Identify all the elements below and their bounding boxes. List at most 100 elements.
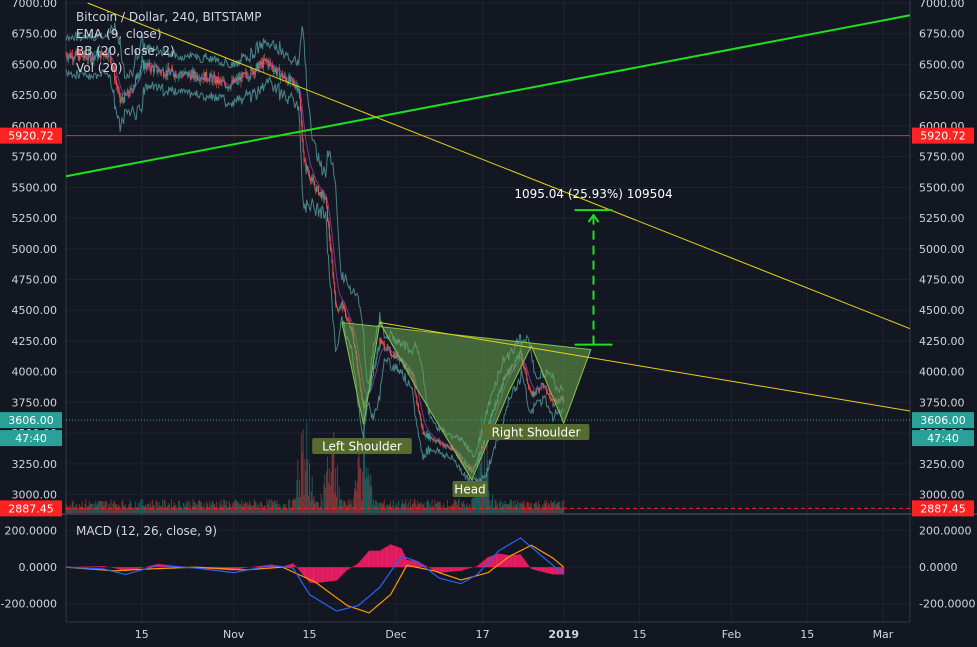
left-axis-tick: 7000.00 [12, 0, 58, 10]
histogram-bar [528, 565, 530, 568]
volume-bar [199, 501, 201, 513]
candle-body [539, 387, 541, 389]
volume-bar [163, 499, 165, 513]
volume-bar [435, 503, 437, 513]
histogram-bar [134, 567, 136, 570]
volume-bar [462, 503, 464, 513]
histogram-bar [105, 566, 107, 568]
volume-bar [109, 507, 111, 513]
candle-body [540, 383, 542, 388]
volume-bar [247, 505, 249, 513]
histogram-bar [556, 567, 558, 575]
candle-body [140, 66, 142, 71]
candle-body [301, 123, 303, 142]
histogram-bar [112, 567, 114, 568]
candle-body [253, 71, 255, 75]
volume-bar [180, 507, 182, 513]
volume-bar [106, 501, 108, 513]
candle-body [280, 75, 282, 79]
candle-body [111, 64, 113, 67]
histogram-bar [406, 559, 408, 568]
histogram-bar [530, 567, 532, 569]
candle-body [276, 71, 278, 74]
candle-body [116, 85, 118, 90]
volume-bar [493, 507, 495, 513]
volume-bar [317, 501, 319, 513]
histogram-bar [140, 567, 142, 568]
histogram-bar [493, 554, 495, 568]
volume-bar [154, 508, 156, 513]
volume-bar [482, 481, 484, 513]
histogram-bar [526, 562, 528, 568]
volume-bar [158, 501, 160, 513]
volume-bar [134, 501, 136, 513]
candle-body [126, 90, 128, 96]
candle-body [266, 59, 268, 61]
candle-body [168, 67, 170, 72]
volume-bar [375, 500, 377, 513]
histogram-bar [554, 567, 556, 575]
volume-bar [558, 501, 560, 513]
volume-bar [372, 499, 374, 513]
histogram-bar [132, 567, 134, 570]
histogram-bar [454, 567, 456, 572]
volume-bar [192, 499, 194, 513]
macd-title: MACD (12, 26, close, 9) [76, 524, 218, 538]
histogram-bar [547, 567, 549, 574]
volume-bar [345, 502, 347, 513]
volume-bar [396, 502, 398, 513]
volume-bar [399, 508, 401, 513]
bb-lower-band [65, 69, 565, 486]
candle-body [251, 68, 253, 70]
candle-body [196, 74, 198, 79]
histogram-bar [370, 550, 372, 568]
histogram-bar [358, 562, 360, 568]
candle-body [76, 51, 78, 56]
histogram-bar [504, 554, 506, 568]
candle-body [181, 74, 183, 77]
volume-bar [361, 500, 363, 513]
volume-bar [489, 500, 491, 513]
volume-bar [511, 505, 513, 513]
histogram-bar [349, 567, 351, 569]
volume-bar [209, 505, 211, 513]
histogram-bar [531, 567, 533, 570]
candle-body [369, 388, 371, 393]
histogram-bar [335, 567, 337, 581]
volume-bar [439, 501, 441, 513]
left-axis-tick: 4000.00 [12, 366, 58, 379]
volume-bar [102, 501, 104, 513]
candle-body [66, 54, 68, 58]
volume-bar [219, 506, 221, 513]
histogram-bar [378, 550, 380, 568]
volume-bar [346, 505, 348, 513]
histogram-bar [94, 566, 96, 568]
volume-bar [434, 499, 436, 513]
volume-bar [335, 468, 337, 513]
volume-bar [530, 502, 532, 513]
volume-bar [500, 499, 502, 513]
volume-bar [525, 508, 527, 513]
volume-bar [336, 465, 338, 513]
volume-bar [391, 507, 393, 513]
candle-body [235, 79, 237, 82]
candle-body [334, 282, 336, 293]
volume-bar [407, 504, 409, 513]
histogram-bar [500, 553, 502, 568]
volume-bar [114, 501, 116, 513]
candle-body [527, 379, 529, 384]
volume-bar [556, 502, 558, 513]
histogram-bar [553, 567, 555, 575]
histogram-bar [432, 567, 434, 570]
candle-body [69, 53, 71, 56]
volume-bar [412, 503, 414, 513]
candle-body [325, 196, 327, 200]
candle-body [207, 80, 209, 82]
volume-bar [281, 507, 283, 513]
histogram-bar [489, 556, 491, 568]
volume-bar [270, 508, 272, 513]
histogram-bar [287, 564, 289, 568]
volume-bar [350, 504, 352, 513]
volume-bar [334, 492, 336, 513]
histogram-bar [537, 567, 539, 571]
